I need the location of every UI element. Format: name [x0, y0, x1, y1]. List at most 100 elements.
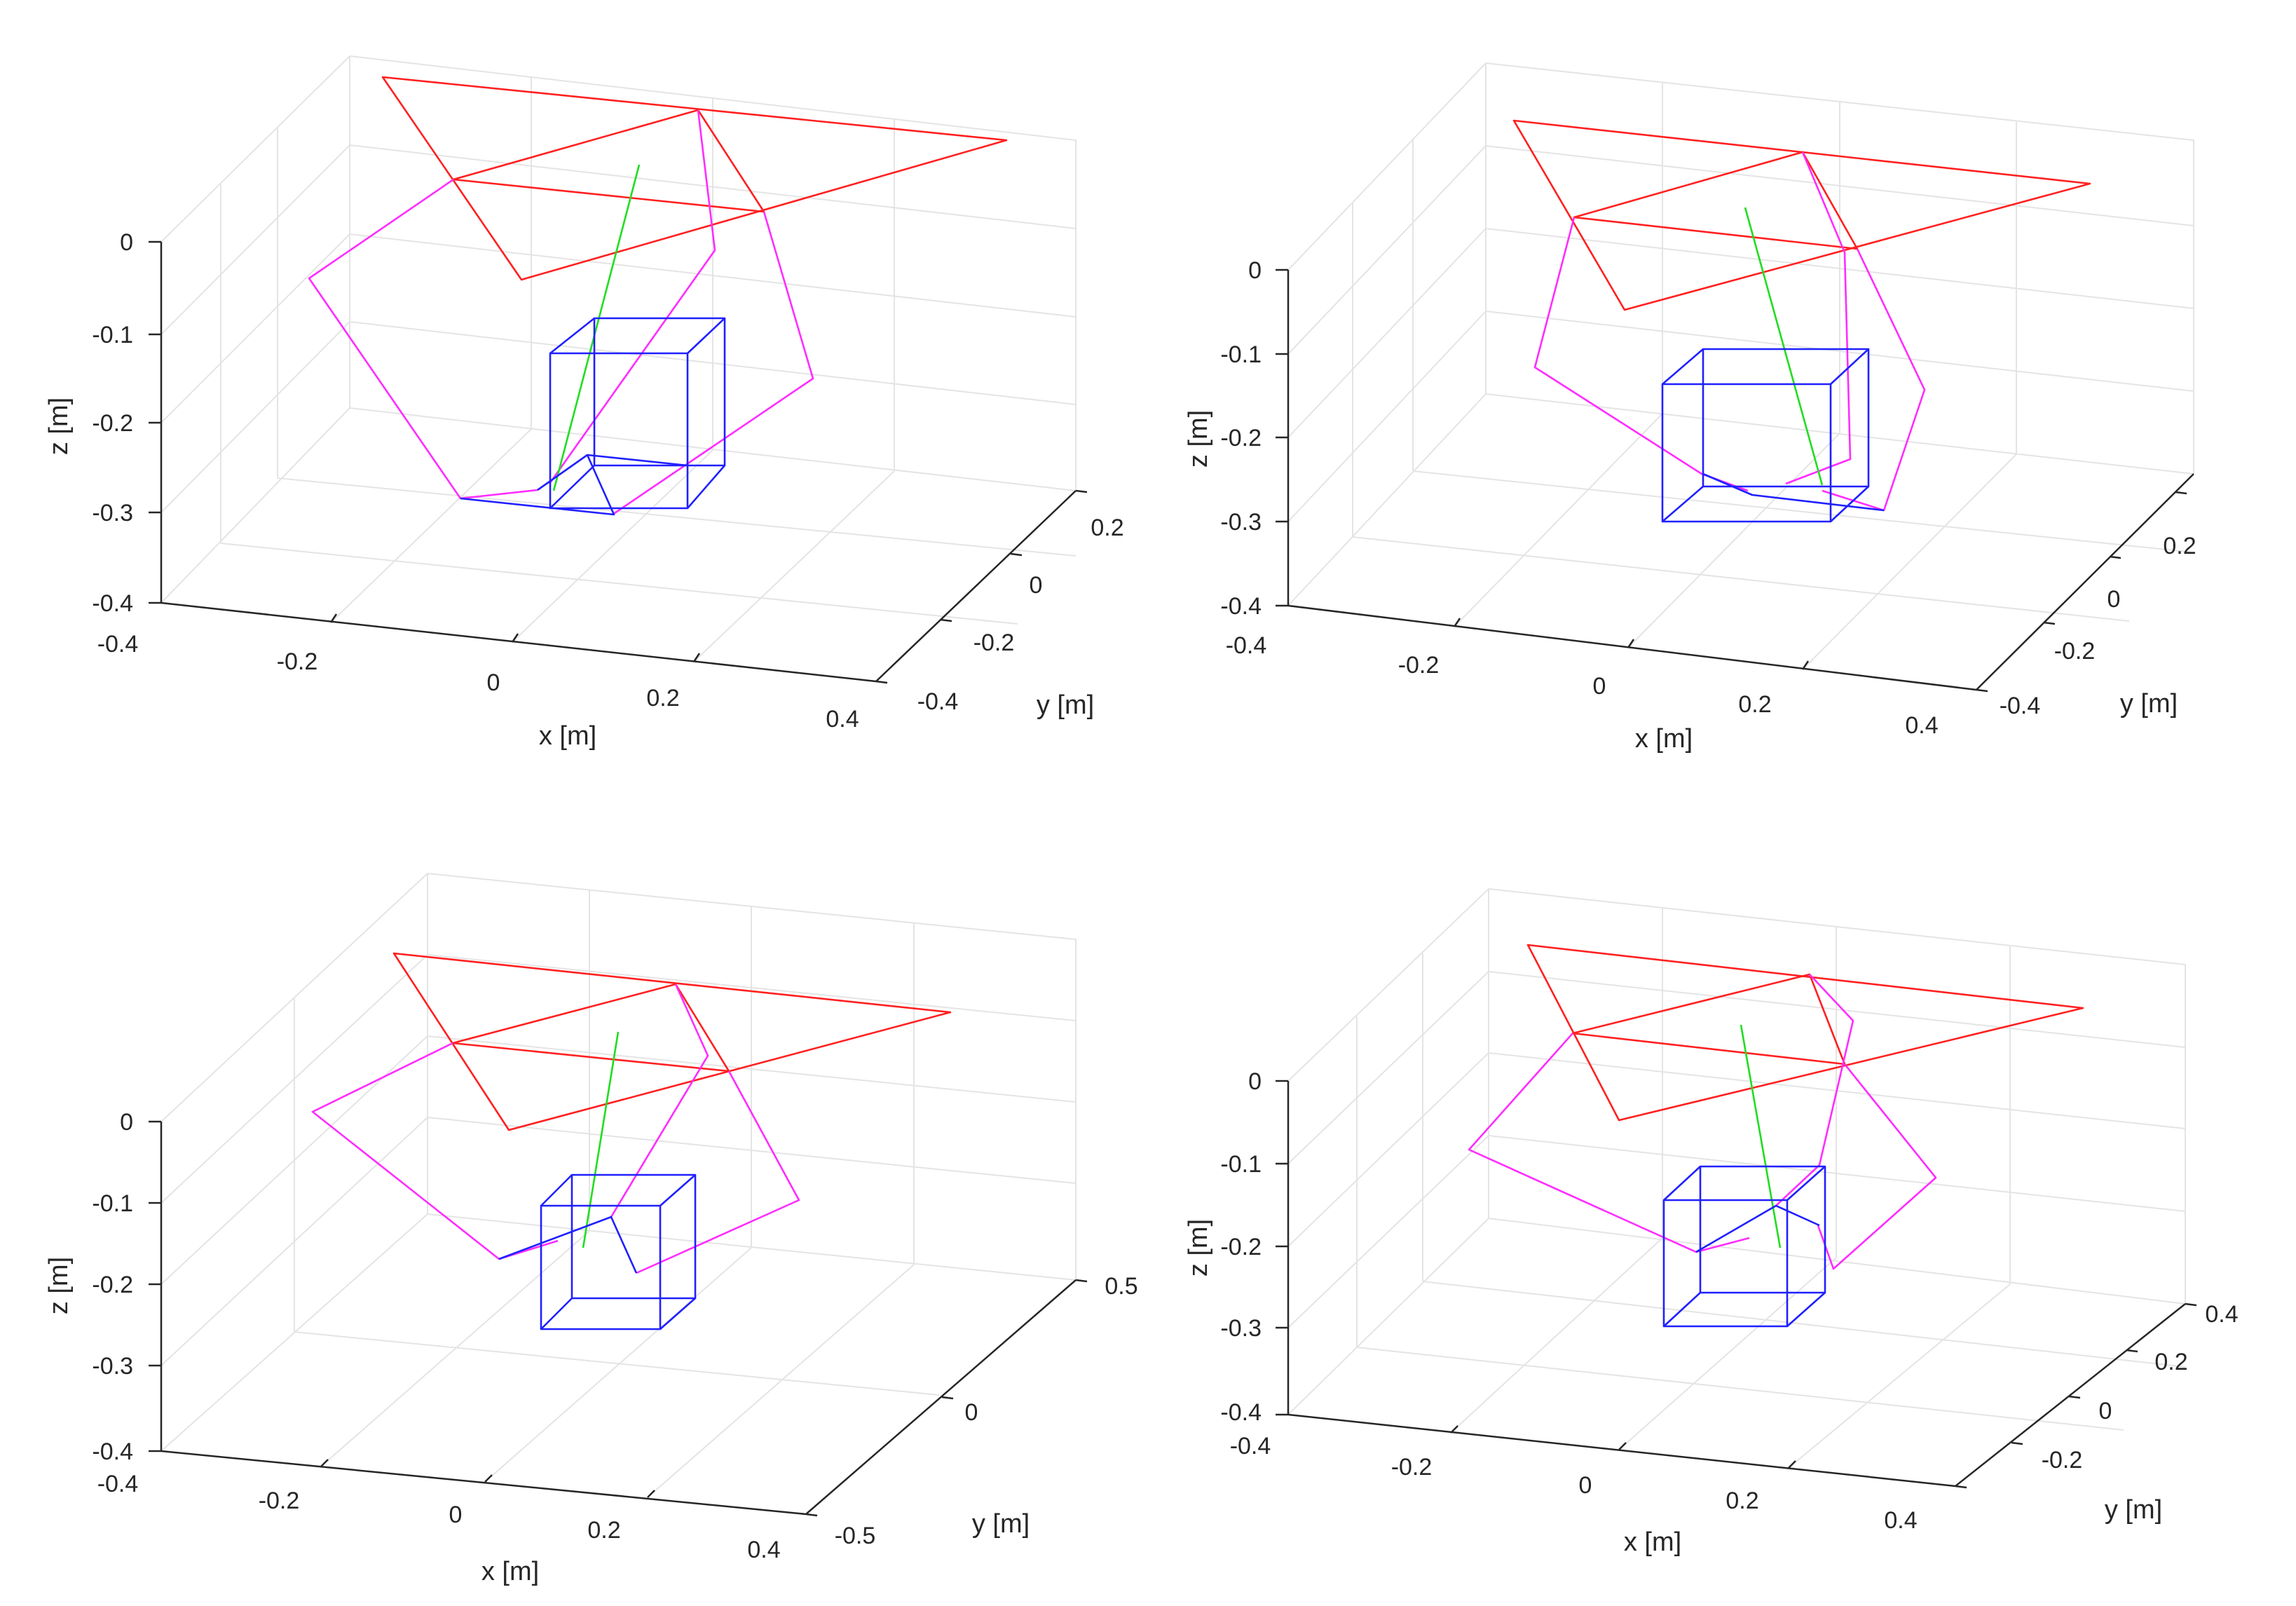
grid-floor: [160, 1213, 940, 1498]
x-tick-label: 0.2: [1738, 691, 1771, 718]
y-tick-label: 0.2: [2163, 533, 2196, 559]
moving-platform: [1571, 973, 1846, 1066]
robot-wireframe: [1468, 944, 2084, 1328]
x-tick-label: -0.4: [1230, 1433, 1271, 1459]
z-tick-label: -0.1: [92, 1190, 133, 1217]
y-tick-label: -0.2: [2042, 1447, 2083, 1474]
leg-left: [1468, 1033, 1750, 1253]
leg-middle: [1775, 974, 1854, 1206]
y-tick-label: 0.4: [2205, 1301, 2238, 1328]
base-platform: [1526, 944, 2084, 1122]
axes: [1287, 270, 2194, 691]
grid-back-wall: [1488, 888, 2186, 1305]
x-tick-label: 0: [1579, 1472, 1592, 1499]
grid-floor: [1287, 393, 2194, 670]
x-tick-label: -0.4: [97, 1471, 139, 1497]
z-tick-label: -0.1: [1220, 1151, 1262, 1178]
y-axis-label: y [m]: [1037, 690, 1094, 720]
x-tick-label: 0.4: [747, 1537, 780, 1563]
y-tick-labels: -0.5 0 0.5: [835, 1273, 1138, 1549]
moving-platform: [451, 983, 730, 1073]
axis-labels: x [m] y [m] z [m]: [44, 1257, 1030, 1586]
y-tick-labels: -0.4 -0.2 0 0.2: [2000, 533, 2196, 719]
y-tick-label: 0.5: [1105, 1273, 1137, 1300]
x-tick-label: 0.2: [1726, 1488, 1758, 1514]
y-tick-label: 0: [2099, 1398, 2112, 1424]
x-tick-label: 0: [449, 1502, 463, 1528]
x-tick-label: 0.2: [646, 685, 679, 712]
y-axis-label: y [m]: [2120, 689, 2178, 719]
x-tick-label: -0.2: [277, 648, 318, 675]
z-tick-label: 0: [120, 1109, 133, 1136]
y-tick-labels: -0.2 0 0.2 0.4: [2042, 1301, 2239, 1474]
leg-middle: [548, 109, 716, 484]
base-platform: [381, 76, 1008, 281]
subplot-top-left: 0 -0.1 -0.2 -0.3 -0.4 -0.4 -0.2 0 0.2 0.…: [44, 55, 1124, 751]
robot-wireframe: [1512, 119, 2091, 523]
z-tick-label: -0.4: [1220, 1399, 1262, 1426]
z-tick-labels: 0 -0.1 -0.2 -0.3 -0.4: [1220, 1068, 1262, 1426]
leg-left: [308, 178, 538, 500]
tick-marks: [1276, 268, 2187, 693]
object-box: [498, 1173, 697, 1331]
z-tick-label: -0.4: [92, 1438, 133, 1465]
x-tick-label: 0: [1593, 673, 1606, 700]
x-tick-label: -0.4: [1226, 632, 1267, 659]
x-axis-label: x [m]: [1635, 724, 1693, 754]
x-tick-label: 0.4: [826, 706, 859, 733]
x-tick-labels: -0.4 -0.2 0 0.2 0.4: [97, 631, 859, 733]
z-tick-label: 0: [120, 229, 133, 256]
z-tick-label: 0: [1248, 257, 1262, 284]
z-tick-label: -0.4: [1220, 593, 1262, 620]
grid-floor: [160, 407, 1077, 662]
z-axis-label: z [m]: [1184, 1219, 1213, 1277]
z-tick-label: -0.1: [92, 322, 133, 348]
y-tick-label: -0.2: [973, 630, 1015, 656]
grid-left-wall: [1287, 888, 1489, 1415]
leg-left: [1533, 217, 1749, 492]
grid-back-wall: [349, 55, 1077, 491]
y-tick-label: -0.4: [917, 688, 959, 715]
tick-marks: [149, 240, 1088, 684]
axes: [160, 1122, 1077, 1516]
z-axis-label: z [m]: [44, 397, 74, 455]
y-tick-label: 0.2: [2154, 1349, 2187, 1375]
z-axis-label: z [m]: [44, 1257, 74, 1314]
grid-left-wall: [1287, 62, 1487, 606]
y-axis-label: y [m]: [972, 1509, 1030, 1539]
leg-right: [1822, 248, 1926, 512]
tool-axis: [582, 1031, 620, 1248]
z-tick-label: -0.2: [1220, 1234, 1262, 1260]
z-tick-label: -0.4: [92, 590, 133, 617]
x-tick-label: -0.2: [1398, 652, 1440, 679]
y-axis-label: y [m]: [2105, 1495, 2162, 1525]
y-tick-label: 0.2: [1091, 515, 1123, 541]
subplot-bottom-right: 0 -0.1 -0.2 -0.3 -0.4 -0.4 -0.2 0 0.2 0.…: [1184, 888, 2239, 1557]
grid-back-wall: [1485, 62, 2194, 475]
tool-axis: [1744, 207, 1824, 486]
grid-back-wall: [427, 873, 1077, 1281]
grid-left-wall: [160, 873, 428, 1451]
x-axis-label: x [m]: [539, 721, 596, 751]
moving-platform: [1573, 151, 1859, 250]
leg-right: [612, 211, 814, 516]
robot-wireframe: [311, 952, 952, 1331]
x-tick-label: -0.2: [259, 1488, 300, 1514]
z-tick-label: -0.3: [1220, 1315, 1262, 1342]
x-tick-label: 0.4: [1905, 712, 1938, 739]
x-tick-label: 0.4: [1884, 1507, 1917, 1534]
leg-middle: [610, 984, 709, 1218]
subplot-top-right: 0 -0.1 -0.2 -0.3 -0.4 -0.4 -0.2 0 0.2 0.…: [1184, 62, 2196, 754]
z-tick-label: -0.3: [1220, 509, 1262, 536]
object-box: [460, 317, 726, 516]
z-tick-label: -0.2: [92, 410, 133, 437]
x-tick-labels: -0.4 -0.2 0 0.2 0.4: [1226, 632, 1939, 739]
y-tick-label: 0: [1030, 572, 1043, 599]
leg-left: [311, 1042, 559, 1260]
tick-marks: [149, 1120, 1088, 1517]
moving-platform: [452, 109, 765, 213]
x-tick-label: 0: [487, 669, 500, 696]
y-tick-label: 0: [965, 1399, 978, 1426]
x-tick-label: -0.4: [97, 631, 139, 658]
